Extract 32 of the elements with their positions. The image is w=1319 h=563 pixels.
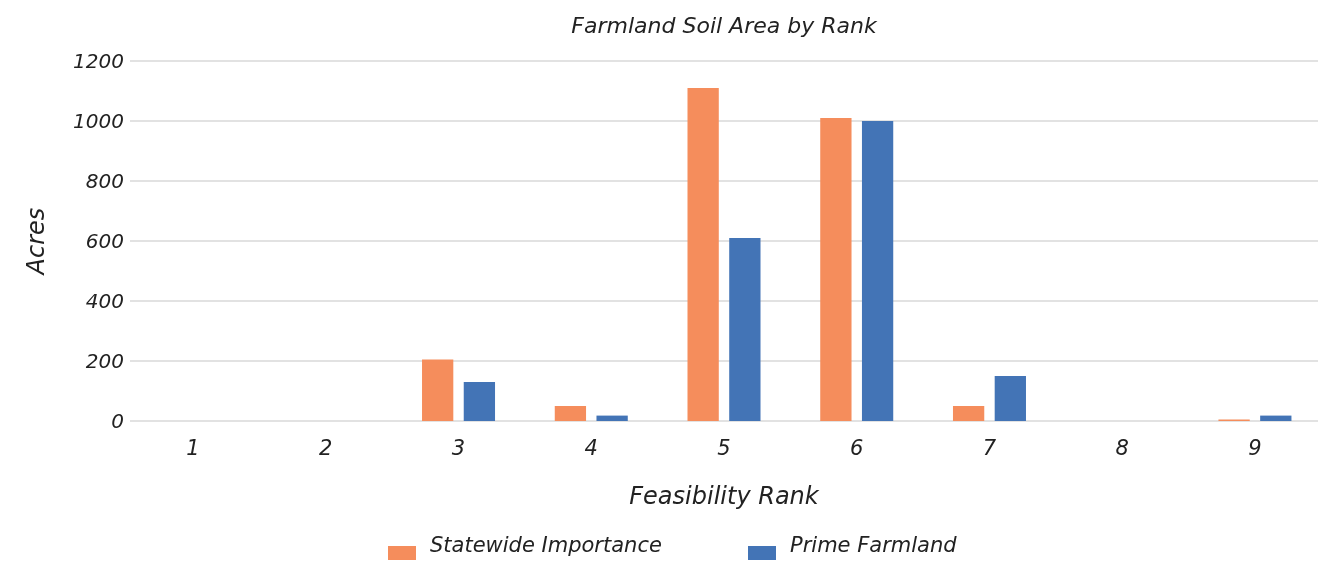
x-tick-label: 8 bbox=[1115, 436, 1129, 460]
bar bbox=[994, 376, 1026, 421]
bar bbox=[554, 406, 587, 421]
chart-title: Farmland Soil Area by Rank bbox=[571, 13, 878, 38]
bar bbox=[820, 118, 852, 421]
bar bbox=[952, 406, 985, 421]
y-tick-label: 400 bbox=[85, 289, 124, 313]
bar bbox=[1260, 415, 1292, 421]
x-tick-label: 3 bbox=[451, 436, 466, 460]
y-tick-label: 0 bbox=[111, 409, 124, 433]
legend-label: Statewide Importance bbox=[430, 533, 662, 557]
x-tick-label: 5 bbox=[717, 436, 731, 460]
bar bbox=[861, 121, 894, 421]
bar bbox=[422, 359, 454, 421]
bar bbox=[729, 238, 761, 421]
y-axis-title: Acres bbox=[22, 207, 50, 277]
y-tick-label: 1000 bbox=[73, 109, 124, 133]
x-tick-label: 4 bbox=[584, 436, 598, 460]
x-tick-label: 2 bbox=[319, 436, 333, 460]
y-tick-label: 200 bbox=[85, 349, 124, 373]
bar bbox=[687, 88, 719, 421]
x-tick-label: 9 bbox=[1248, 436, 1262, 460]
y-tick-label: 1200 bbox=[73, 49, 124, 73]
x-axis-title: Feasibility Rank bbox=[629, 482, 820, 510]
x-tick-label: 7 bbox=[982, 436, 997, 460]
y-tick-label: 800 bbox=[85, 169, 124, 193]
legend-label: Prime Farmland bbox=[790, 533, 958, 557]
x-tick-label: 1 bbox=[186, 436, 200, 460]
y-tick-label: 600 bbox=[85, 229, 124, 253]
x-tick-label: 6 bbox=[850, 436, 864, 460]
bar bbox=[596, 415, 628, 421]
bar bbox=[463, 382, 496, 421]
